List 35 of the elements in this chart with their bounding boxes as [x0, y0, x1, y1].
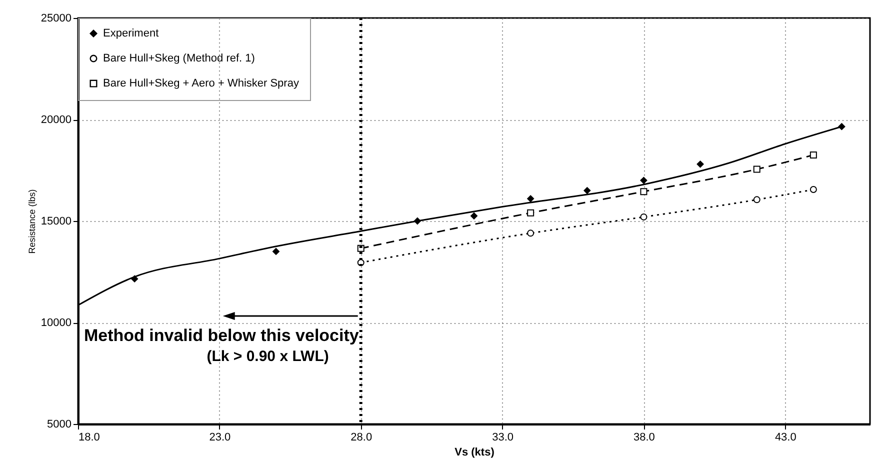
point	[584, 187, 591, 194]
y-tick-label: 10000	[40, 317, 72, 329]
legend-label: Bare Hull+Skeg (Method ref. 1)	[103, 52, 255, 64]
point	[640, 188, 648, 196]
x-tick-label: 33.0	[492, 432, 514, 444]
point	[640, 176, 648, 184]
point	[414, 218, 421, 224]
point	[527, 195, 534, 202]
legend-label: Experiment	[103, 28, 159, 40]
point	[527, 209, 534, 216]
point	[838, 123, 846, 130]
annotation: (Lk > 0.90 x LWL)	[206, 348, 329, 365]
x-axis-title: Vs (kts)	[454, 446, 495, 458]
point	[131, 275, 138, 282]
point	[470, 212, 478, 220]
y-tick-label: 5000	[47, 418, 72, 430]
point	[810, 186, 817, 194]
point	[810, 152, 817, 159]
y-axis-title: Resistance (lbs)	[26, 189, 37, 254]
x-tick-label: 43.0	[774, 432, 796, 444]
y-tick-label: 15000	[40, 216, 72, 228]
x-tick-label: 28.0	[350, 432, 372, 444]
y-tick-label: 20000	[40, 114, 72, 126]
legend-label: Bare Hull+Skeg + Aero + Whisker Spray	[103, 78, 300, 90]
point	[696, 160, 704, 168]
point	[753, 166, 760, 173]
y-tick-label: 25000	[40, 12, 72, 24]
point	[640, 213, 648, 220]
point	[272, 248, 280, 255]
x-tick-label: 18.0	[78, 432, 100, 444]
x-tick-label: 23.0	[209, 432, 231, 444]
x-tick-label: 38.0	[634, 432, 655, 444]
ref-line-label: Method invalid below this velocity	[84, 326, 360, 345]
point	[753, 196, 760, 204]
point	[527, 230, 534, 237]
